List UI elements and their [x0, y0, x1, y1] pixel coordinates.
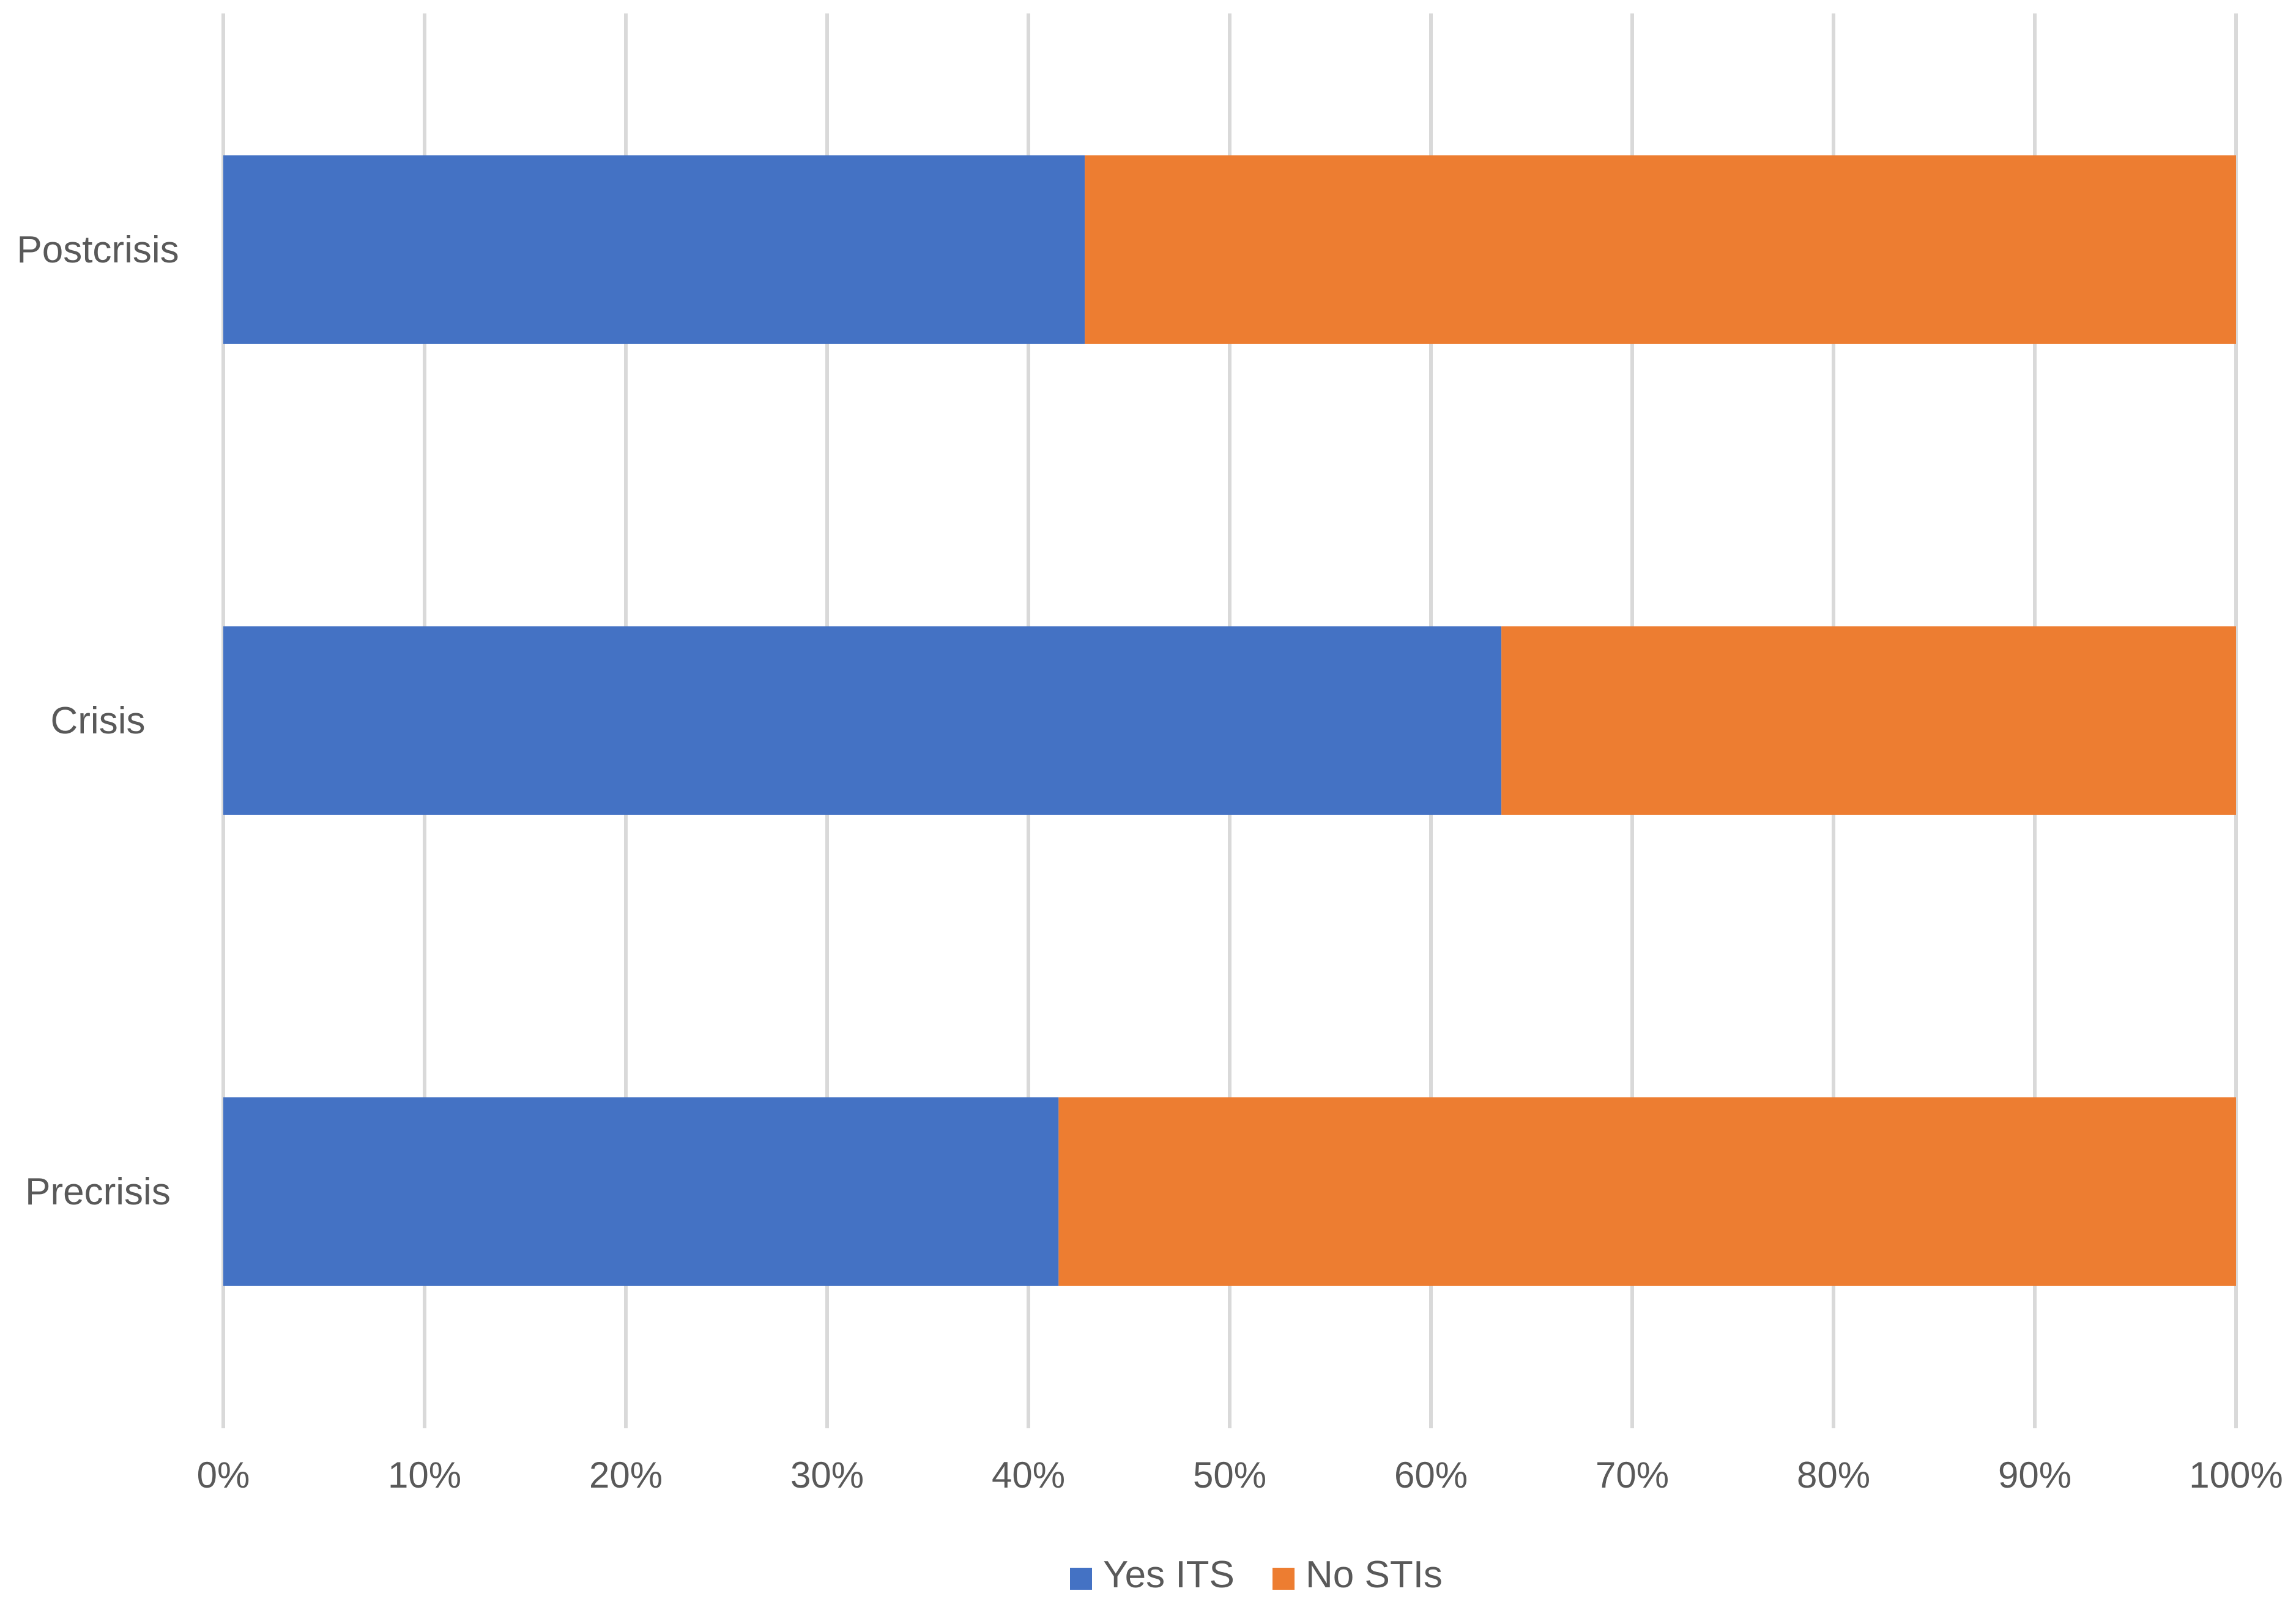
category-label-precrisis: Precrisis [25, 1171, 171, 1213]
legend-label-no-stis: No STIs [1306, 1554, 1443, 1596]
x-tick-label: 40% [992, 1455, 1065, 1496]
x-tick-label: 0% [197, 1455, 250, 1496]
x-tick-label: 50% [1193, 1455, 1266, 1496]
legend: Yes ITS No STIs [1070, 1554, 1443, 1596]
x-tick-label: 100% [2189, 1455, 2283, 1496]
x-tick-label: 90% [1998, 1455, 2071, 1496]
category-labels: Postcrisis Crisis Precrisis [17, 229, 179, 1213]
x-tick-label: 70% [1596, 1455, 1669, 1496]
bar-precrisis-yes-its [223, 1097, 1059, 1286]
bar-crisis-no-stis [1501, 626, 2236, 815]
category-label-crisis: Crisis [51, 700, 146, 742]
x-tick-label: 60% [1394, 1455, 1468, 1496]
bar-postcrisis-yes-its [223, 155, 1085, 344]
category-label-postcrisis: Postcrisis [17, 229, 179, 271]
bar-precrisis-no-stis [1058, 1097, 2236, 1286]
x-tick-label: 30% [790, 1455, 864, 1496]
bar-crisis-yes-its [223, 626, 1502, 815]
bar-postcrisis-no-stis [1085, 155, 2236, 344]
legend-swatch-yes-its [1070, 1568, 1092, 1590]
x-tick-label: 80% [1797, 1455, 1870, 1496]
legend-swatch-no-stis [1272, 1568, 1295, 1590]
x-axis-tick-labels: 0% 10% 20% 30% 40% 50% 60% 70% 80% 90% 100% [197, 1455, 2283, 1496]
bars [223, 155, 2236, 1286]
legend-label-yes-its: Yes ITS [1103, 1554, 1235, 1596]
x-tick-label: 10% [388, 1455, 461, 1496]
x-tick-label: 20% [589, 1455, 663, 1496]
